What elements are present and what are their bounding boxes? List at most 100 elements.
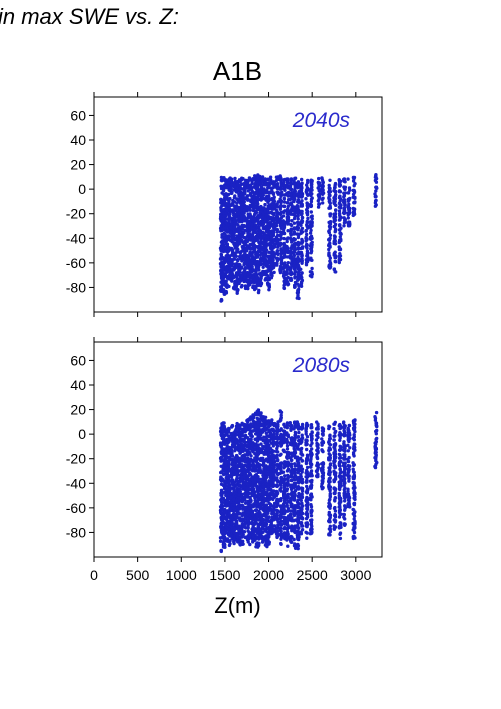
data-point bbox=[257, 288, 261, 293]
data-point bbox=[232, 200, 237, 204]
data-point bbox=[242, 216, 246, 220]
data-point bbox=[338, 235, 342, 239]
data-point bbox=[282, 223, 287, 228]
data-point bbox=[289, 278, 293, 282]
data-point bbox=[275, 422, 280, 427]
data-point bbox=[253, 480, 257, 484]
data-point bbox=[278, 243, 282, 247]
data-point bbox=[299, 281, 304, 286]
data-point bbox=[225, 242, 230, 246]
data-point bbox=[306, 206, 310, 210]
data-point bbox=[258, 505, 263, 509]
data-point bbox=[229, 475, 234, 479]
data-point bbox=[337, 257, 342, 261]
data-point bbox=[317, 202, 321, 206]
data-point bbox=[221, 267, 226, 271]
data-point bbox=[263, 259, 267, 264]
data-point bbox=[274, 178, 279, 183]
data-point bbox=[351, 192, 356, 197]
data-point bbox=[305, 201, 309, 205]
data-point bbox=[271, 258, 275, 262]
data-point bbox=[271, 497, 275, 502]
data-point bbox=[237, 439, 241, 443]
data-point bbox=[292, 248, 297, 252]
data-point bbox=[227, 255, 232, 259]
data-point bbox=[333, 199, 337, 204]
data-point bbox=[266, 444, 270, 448]
data-point bbox=[300, 260, 304, 264]
data-point bbox=[309, 258, 313, 262]
data-point bbox=[296, 240, 300, 245]
data-point bbox=[305, 232, 309, 237]
data-point bbox=[279, 413, 283, 417]
data-point bbox=[274, 463, 279, 467]
data-point bbox=[333, 239, 337, 243]
data-point bbox=[299, 250, 304, 255]
data-point bbox=[342, 191, 346, 195]
y-tick-label: -40 bbox=[66, 230, 86, 246]
data-point bbox=[333, 250, 337, 254]
data-point bbox=[242, 211, 246, 215]
data-point bbox=[306, 178, 310, 183]
data-point bbox=[305, 183, 309, 187]
data-point bbox=[278, 464, 283, 468]
data-point bbox=[229, 259, 233, 263]
data-point bbox=[269, 232, 273, 236]
data-point bbox=[328, 261, 333, 265]
data-point bbox=[300, 199, 304, 203]
data-point bbox=[253, 483, 258, 487]
data-point bbox=[306, 224, 310, 229]
data-point bbox=[271, 444, 275, 448]
data-point bbox=[224, 291, 229, 295]
data-point bbox=[260, 196, 265, 201]
data-point bbox=[226, 430, 231, 434]
data-point bbox=[375, 186, 379, 190]
data-point bbox=[293, 285, 297, 289]
data-point bbox=[256, 475, 260, 479]
data-point bbox=[253, 493, 257, 497]
data-point bbox=[240, 234, 244, 238]
data-point bbox=[219, 443, 223, 447]
data-point bbox=[234, 219, 238, 224]
data-point bbox=[255, 259, 260, 264]
data-point bbox=[348, 188, 352, 192]
data-point bbox=[230, 424, 234, 428]
y-tick-label: -80 bbox=[66, 524, 86, 540]
data-point bbox=[279, 479, 283, 483]
data-point bbox=[286, 181, 290, 185]
data-point bbox=[299, 267, 303, 271]
data-point bbox=[255, 411, 259, 415]
data-point bbox=[339, 215, 343, 220]
data-point bbox=[278, 218, 283, 223]
data-point bbox=[229, 495, 233, 500]
panel-label: 2040s bbox=[292, 109, 351, 132]
data-point bbox=[328, 233, 333, 237]
data-point bbox=[263, 523, 268, 527]
data-point bbox=[258, 420, 262, 425]
data-point bbox=[289, 231, 293, 236]
data-point bbox=[327, 187, 332, 191]
data-point bbox=[275, 233, 280, 238]
data-point bbox=[293, 272, 297, 276]
data-point bbox=[259, 245, 263, 249]
y-tick-label: -60 bbox=[66, 500, 86, 516]
data-point bbox=[228, 539, 232, 543]
data-point bbox=[339, 226, 343, 230]
data-point bbox=[253, 269, 257, 273]
data-point bbox=[232, 236, 236, 240]
data-point bbox=[219, 285, 223, 289]
data-point bbox=[275, 515, 279, 519]
data-point bbox=[282, 262, 286, 266]
data-point bbox=[240, 259, 244, 263]
data-point bbox=[248, 432, 252, 436]
data-point bbox=[219, 488, 224, 492]
data-point bbox=[224, 484, 228, 488]
data-point bbox=[232, 498, 236, 502]
data-point bbox=[271, 484, 275, 488]
data-point bbox=[272, 478, 276, 482]
data-point bbox=[220, 502, 224, 507]
data-point bbox=[328, 212, 333, 216]
data-point bbox=[289, 203, 293, 207]
data-point bbox=[238, 487, 242, 492]
data-point bbox=[339, 239, 343, 243]
